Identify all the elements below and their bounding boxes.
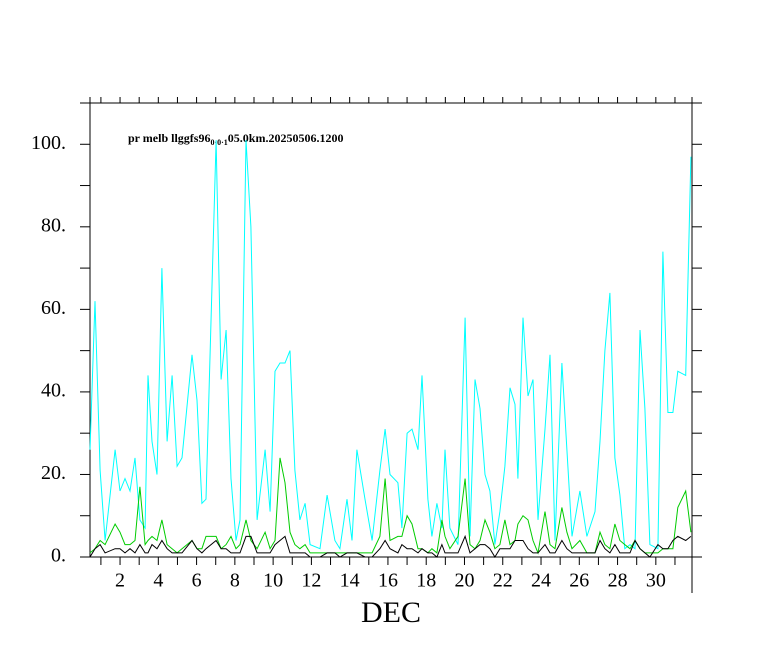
title-suffix: 05.0km.20250506.1200 [228,131,344,145]
x-tick-label: 12 [301,570,321,592]
y-tick-label: 40. [41,380,66,402]
series-line [89,140,692,551]
x-tick-label: 6 [192,570,202,592]
y-tick-label: 0. [51,545,66,567]
x-tick-label: 22 [493,570,513,592]
x-tick-label: 26 [569,570,589,592]
x-tick-label: 2 [115,570,125,592]
x-tick-label: 20 [454,570,474,592]
title-subscript: 0·0·1 [210,138,227,147]
series-line [89,457,692,555]
x-tick-label: 24 [531,570,551,592]
x-tick-label: 16 [378,570,398,592]
x-tick-label: 28 [608,570,628,592]
title-main: pr melb llggfs96 [128,131,210,145]
x-tick-label: 30 [646,570,666,592]
y-tick-label: 60. [41,297,66,319]
series-line [89,534,692,558]
y-tick-label: 20. [41,462,66,484]
x-axis-label: DEC [361,596,421,629]
chart-title: pr melb llggfs960·0·105.0km.20250506.120… [128,131,343,147]
x-tick-label: 14 [340,570,360,592]
y-tick-label: 80. [41,214,66,236]
x-tick-label: 4 [153,570,163,592]
x-tick-label: 10 [263,570,283,592]
x-tick-label: 8 [230,570,240,592]
x-tick-label: 18 [416,570,436,592]
y-tick-label: 100. [31,132,66,154]
